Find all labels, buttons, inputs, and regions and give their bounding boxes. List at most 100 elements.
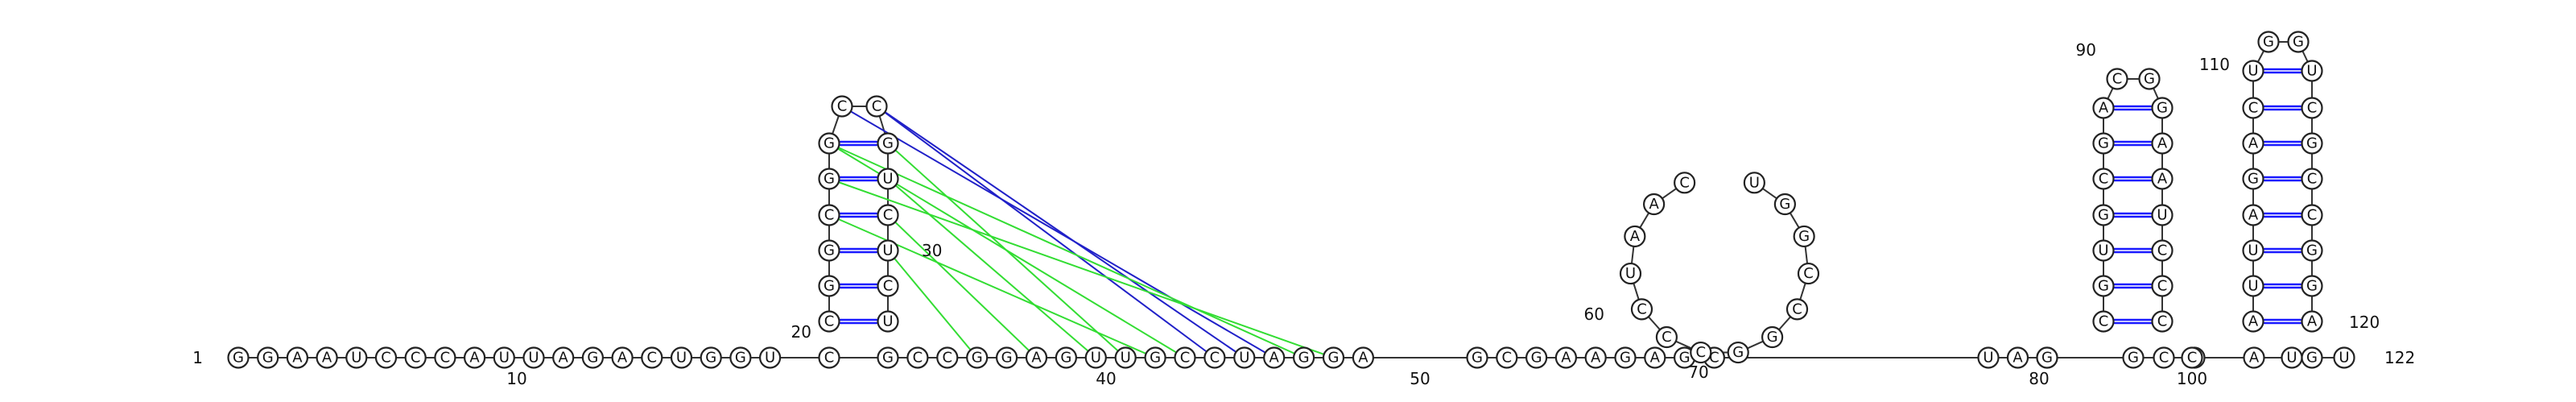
nucleotide-circle xyxy=(404,346,427,369)
nucleotide: C xyxy=(877,275,899,297)
nucleotide-circle xyxy=(2092,132,2115,155)
position-number-label: 122 xyxy=(2384,348,2415,367)
nucleotide: C xyxy=(2301,168,2323,190)
nucleotide-letter: U xyxy=(882,171,893,188)
nucleotide: G xyxy=(2257,31,2280,53)
nucleotide: G xyxy=(2242,168,2264,190)
nucleotide-letter: A xyxy=(1358,350,1368,367)
nucleotide-circle xyxy=(1977,346,2000,369)
nucleotide-circle xyxy=(2106,68,2128,90)
nucleotide: G xyxy=(2138,68,2161,90)
nucleotide-circle xyxy=(286,346,308,369)
nucleotide: A xyxy=(2242,204,2264,226)
nucleotide: G xyxy=(729,346,752,369)
position-number-label: 70 xyxy=(1688,363,1708,382)
nucleotide: G xyxy=(1793,225,1815,248)
nucleotide-letter: G xyxy=(2098,278,2109,295)
nucleotide-circle xyxy=(2242,275,2264,297)
nucleotide-circle xyxy=(1674,172,1696,194)
nucleotide-circle xyxy=(1644,346,1666,369)
nucleotide-letter: C xyxy=(824,350,835,367)
nucleotide-letter: G xyxy=(262,350,274,367)
nucleotide-circle xyxy=(877,168,899,190)
nucleotide: C xyxy=(404,346,427,369)
nucleotide-circle xyxy=(1761,325,1784,349)
pseudoknot-pair-line xyxy=(876,106,1245,358)
nucleotide-circle xyxy=(1630,298,1653,321)
nucleotide: U xyxy=(1977,346,2000,369)
nucleotide-circle xyxy=(966,346,989,369)
nucleotide-letter: A xyxy=(292,350,303,367)
nucleotide-letter: U xyxy=(2157,207,2167,224)
nucleotide-circle xyxy=(522,346,545,369)
nucleotide-circle xyxy=(2092,204,2115,226)
nucleotide: C xyxy=(1655,325,1678,349)
nucleotide-letter: U xyxy=(676,350,687,367)
nucleotide-letter: G xyxy=(1798,228,1810,245)
nucleotide: G xyxy=(581,346,605,369)
position-number-label: 10 xyxy=(506,369,526,388)
position-number-label: 30 xyxy=(922,241,942,260)
nucleotide-letter: U xyxy=(528,350,539,367)
nucleotide-circle xyxy=(1084,346,1107,369)
nucleotide-circle xyxy=(2092,310,2115,333)
nucleotide: G xyxy=(818,239,840,262)
nucleotide-letter: G xyxy=(735,350,746,367)
nucleotide: G xyxy=(257,346,279,369)
nucleotide-circle xyxy=(1174,346,1196,369)
nucleotide-circle xyxy=(2301,239,2323,262)
nucleotide-circle xyxy=(581,346,605,369)
nucleotide-circle xyxy=(1025,346,1048,369)
nucleotide-letter: U xyxy=(1983,350,1993,367)
nucleotide-letter: A xyxy=(1031,350,1042,367)
nucleotide: G xyxy=(877,346,899,369)
nucleotide: A xyxy=(2301,310,2323,333)
nucleotide-circle xyxy=(1743,172,1765,194)
nucleotide-circle xyxy=(374,346,398,369)
nucleotide-circle xyxy=(2243,346,2265,369)
nucleotide-letter: A xyxy=(1630,228,1641,245)
base-pair-layer xyxy=(839,68,2302,325)
nucleotide-letter: G xyxy=(1679,350,1690,367)
nucleotide: A xyxy=(1554,346,1578,369)
nucleotide: A xyxy=(552,346,575,369)
nucleotide-letter: U xyxy=(882,313,893,330)
nucleotide-letter: G xyxy=(1001,350,1013,367)
number-label-layer: 10 20 30 40 50 60 70 80 90 100 110 120 1 122 xyxy=(192,40,2415,388)
nucleotide-letter: G xyxy=(2144,71,2155,88)
nucleotide-letter: G xyxy=(2098,207,2109,224)
nucleotide-circle xyxy=(995,346,1018,369)
nucleotide: U xyxy=(2333,346,2355,369)
nucleotide-circle xyxy=(2006,346,2029,369)
nucleotide-circle xyxy=(2092,168,2115,190)
nucleotide: C xyxy=(831,95,853,118)
nucleotide: G xyxy=(818,132,840,155)
nucleotide-letter: C xyxy=(1637,300,1647,317)
nucleotide-letter: A xyxy=(2248,313,2259,330)
nucleotide: A xyxy=(1643,193,1666,216)
nucleotide-circle xyxy=(2301,204,2323,226)
nucleotide: C xyxy=(818,204,840,226)
nucleotide: G xyxy=(2036,346,2058,369)
nucleotide: U xyxy=(1619,262,1642,285)
nucleotide-circle xyxy=(2242,132,2264,155)
nucleotide: C xyxy=(1203,346,1226,369)
nucleotide: C xyxy=(2151,275,2174,297)
nucleotide-letter: A xyxy=(469,350,480,367)
nucleotide: G xyxy=(2301,239,2323,262)
nucleotide-letter: C xyxy=(1502,350,1513,367)
nucleotide: A xyxy=(1644,346,1666,369)
nucleotide-circle xyxy=(1785,298,1809,321)
nucleotide-circle xyxy=(2122,346,2145,369)
pseudoknot-pair-line xyxy=(841,106,1275,358)
nucleotide-circle xyxy=(257,346,279,369)
nucleotide-letter: C xyxy=(2157,242,2168,259)
nucleotide-circle xyxy=(2092,239,2115,262)
nucleotide-circle xyxy=(2151,239,2174,262)
nucleotide-letter: G xyxy=(1328,350,1340,367)
nucleotide: U xyxy=(2151,204,2174,226)
nucleotide-circle xyxy=(2301,310,2323,333)
position-number-label: 110 xyxy=(2199,55,2230,74)
nucleotide-circle xyxy=(877,204,899,226)
nucleotide: G xyxy=(818,168,840,190)
